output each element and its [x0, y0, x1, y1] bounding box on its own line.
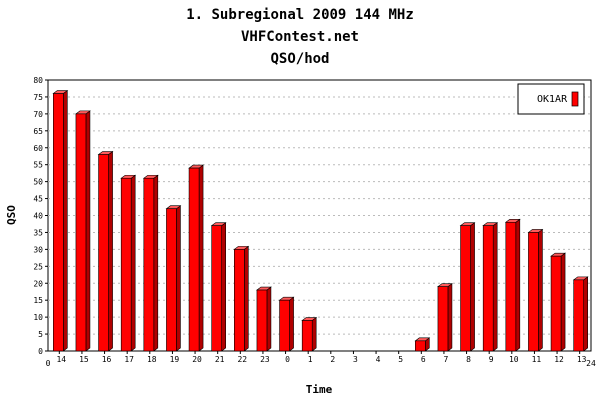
bar [415, 340, 426, 352]
x-tick-label: 0 [285, 355, 290, 364]
legend: OK1AR [517, 83, 585, 115]
x-tick-label: 15 [79, 355, 89, 364]
bar [188, 167, 200, 352]
x-tick-label: 8 [466, 355, 471, 364]
x-axis-start-label: 0 [46, 359, 51, 368]
bar [211, 225, 222, 352]
bar [437, 286, 449, 352]
chart-title: 1. Subregional 2009 144 MHz [186, 7, 414, 23]
bar-side [492, 222, 498, 352]
bar [528, 232, 539, 352]
y-tick-label: 0 [38, 347, 43, 356]
bar-side [289, 296, 294, 352]
legend-label: OK1AR [537, 94, 568, 105]
bar [143, 177, 155, 352]
chart-subtitle-units: QSO/hod [270, 51, 329, 67]
bar [550, 255, 562, 352]
x-tick-label: 1 [308, 355, 313, 364]
y-tick-label: 20 [33, 279, 43, 288]
y-tick-label: 5 [38, 330, 43, 339]
y-tick-label: 40 [33, 212, 43, 221]
bar-side [153, 174, 159, 352]
bar-side [108, 150, 113, 352]
bar [256, 289, 268, 352]
bar [98, 154, 109, 352]
x-tick-label: 20 [192, 355, 202, 364]
x-tick-label: 5 [398, 355, 403, 364]
y-tick-label: 75 [33, 93, 43, 102]
y-tick-label: 25 [33, 262, 43, 271]
y-tick-label: 45 [33, 195, 43, 204]
x-tick-label: 19 [170, 355, 180, 364]
y-axis-ticks: 0 5 10 15 20 25 30 35 40 45 50 55 60 65 70 75 80 [33, 76, 48, 356]
x-tick-label: 14 [56, 355, 66, 364]
y-tick-label: 70 [33, 110, 43, 119]
x-tick-label: 2 [330, 355, 335, 364]
x-tick-label: 17 [124, 355, 134, 364]
chart-subtitle: VHFContest.net [241, 29, 359, 45]
bar [279, 299, 290, 352]
bar [234, 249, 245, 352]
x-axis-title: Time [306, 383, 333, 396]
bar-side [244, 245, 249, 352]
x-tick-label: 7 [444, 355, 449, 364]
x-tick-label: 18 [147, 355, 157, 364]
bar [53, 93, 64, 352]
x-tick-label: 6 [421, 355, 426, 364]
x-tick-label: 22 [237, 355, 247, 364]
y-tick-label: 60 [33, 144, 43, 153]
bar-side [515, 218, 521, 352]
x-tick-label: 16 [102, 355, 112, 364]
bar-side [266, 286, 272, 352]
bar-side [63, 89, 68, 352]
bar [460, 225, 471, 352]
x-axis-ticks: 14 15 16 17 18 19 20 21 22 23 0 1 2 3 4 5 6 7 8 9 10 11 12 130 2… [46, 351, 596, 368]
bar-side [560, 252, 566, 352]
bar-side [311, 316, 317, 352]
bar-side [85, 110, 91, 352]
y-tick-label: 55 [33, 161, 43, 170]
y-tick-label: 15 [33, 296, 43, 305]
bar-side [176, 205, 181, 352]
y-axis-title: QSO [5, 205, 18, 225]
bar [301, 320, 313, 352]
bar [505, 221, 517, 352]
bar-side [198, 164, 204, 352]
y-tick-label: 50 [33, 178, 43, 187]
y-tick-label: 65 [33, 127, 43, 136]
x-tick-label: 4 [376, 355, 381, 364]
bar-side [447, 283, 453, 352]
bar-side [583, 276, 588, 352]
x-tick-label: 12 [554, 355, 564, 364]
y-tick-label: 10 [33, 313, 43, 322]
bars [52, 89, 589, 352]
x-tick-label: 21 [215, 355, 225, 364]
bar-side [221, 222, 226, 352]
grid-lines [48, 96, 591, 335]
y-tick-label: 80 [33, 76, 43, 85]
x-tick-label: 13 [577, 355, 587, 364]
x-tick-label: 23 [260, 355, 270, 364]
bar-side [130, 174, 136, 352]
y-tick-label: 30 [33, 245, 43, 254]
bar [166, 208, 177, 352]
legend-swatch [571, 91, 579, 107]
x-tick-label: 10 [509, 355, 519, 364]
bar [573, 279, 584, 352]
bar-side [470, 222, 475, 352]
x-tick-label: 3 [353, 355, 358, 364]
bar [120, 177, 132, 352]
bar [482, 225, 494, 352]
x-axis-end-label: 24 [586, 359, 596, 368]
y-tick-label: 35 [33, 228, 43, 237]
x-tick-label: 9 [489, 355, 494, 364]
bar [75, 113, 87, 352]
bar-side [538, 228, 543, 352]
x-tick-label: 11 [532, 355, 542, 364]
